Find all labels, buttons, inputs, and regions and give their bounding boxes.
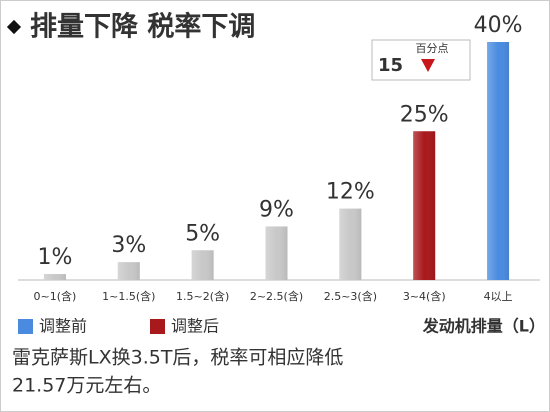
caption-line: 21.57万元左右。: [12, 375, 161, 397]
bar-shine: [191, 250, 214, 280]
x-tick-label: 3~4(含): [403, 289, 446, 303]
value-label: 1%: [37, 245, 72, 270]
x-tick-label: 2.5~3(含): [324, 289, 377, 303]
value-label: 40%: [474, 13, 523, 38]
title-bullet: [6, 19, 22, 35]
chart-title: 排量下降 税率下调: [30, 11, 255, 43]
bar-shine: [413, 131, 436, 280]
value-label: 9%: [259, 197, 294, 222]
x-axis-label: 发动机排量（L）: [422, 317, 545, 336]
annotation-unit: 百分点: [416, 42, 449, 55]
value-label: 5%: [185, 221, 220, 246]
annotation-value: 15: [378, 55, 403, 76]
x-tick-label: 2~2.5(含): [250, 289, 303, 303]
x-tick-label: 1.5~2(含): [176, 289, 229, 303]
bar-shine: [487, 42, 510, 280]
bar-shine: [117, 262, 140, 280]
bar-shine: [339, 208, 362, 280]
value-label: 3%: [111, 233, 146, 258]
bar-shine: [43, 274, 66, 280]
bar-shine: [265, 226, 288, 280]
annotation: 15 百分点: [371, 39, 471, 81]
legend-label: 调整前: [39, 317, 87, 336]
down-arrow: [421, 59, 435, 72]
x-tick-label: 0~1(含): [34, 289, 77, 303]
legend-swatch: [18, 319, 33, 334]
x-tick-label: 1~1.5(含): [102, 289, 155, 303]
annotation-box: [371, 39, 471, 81]
x-tick-label: 4以上: [484, 290, 513, 303]
value-label: 25%: [400, 102, 449, 127]
value-label: 12%: [326, 180, 375, 205]
caption-line: 雷克萨斯LX换3.5T后，税率可相应降低: [12, 347, 343, 369]
legend-label: 调整后: [171, 317, 219, 336]
legend-swatch: [150, 319, 165, 334]
